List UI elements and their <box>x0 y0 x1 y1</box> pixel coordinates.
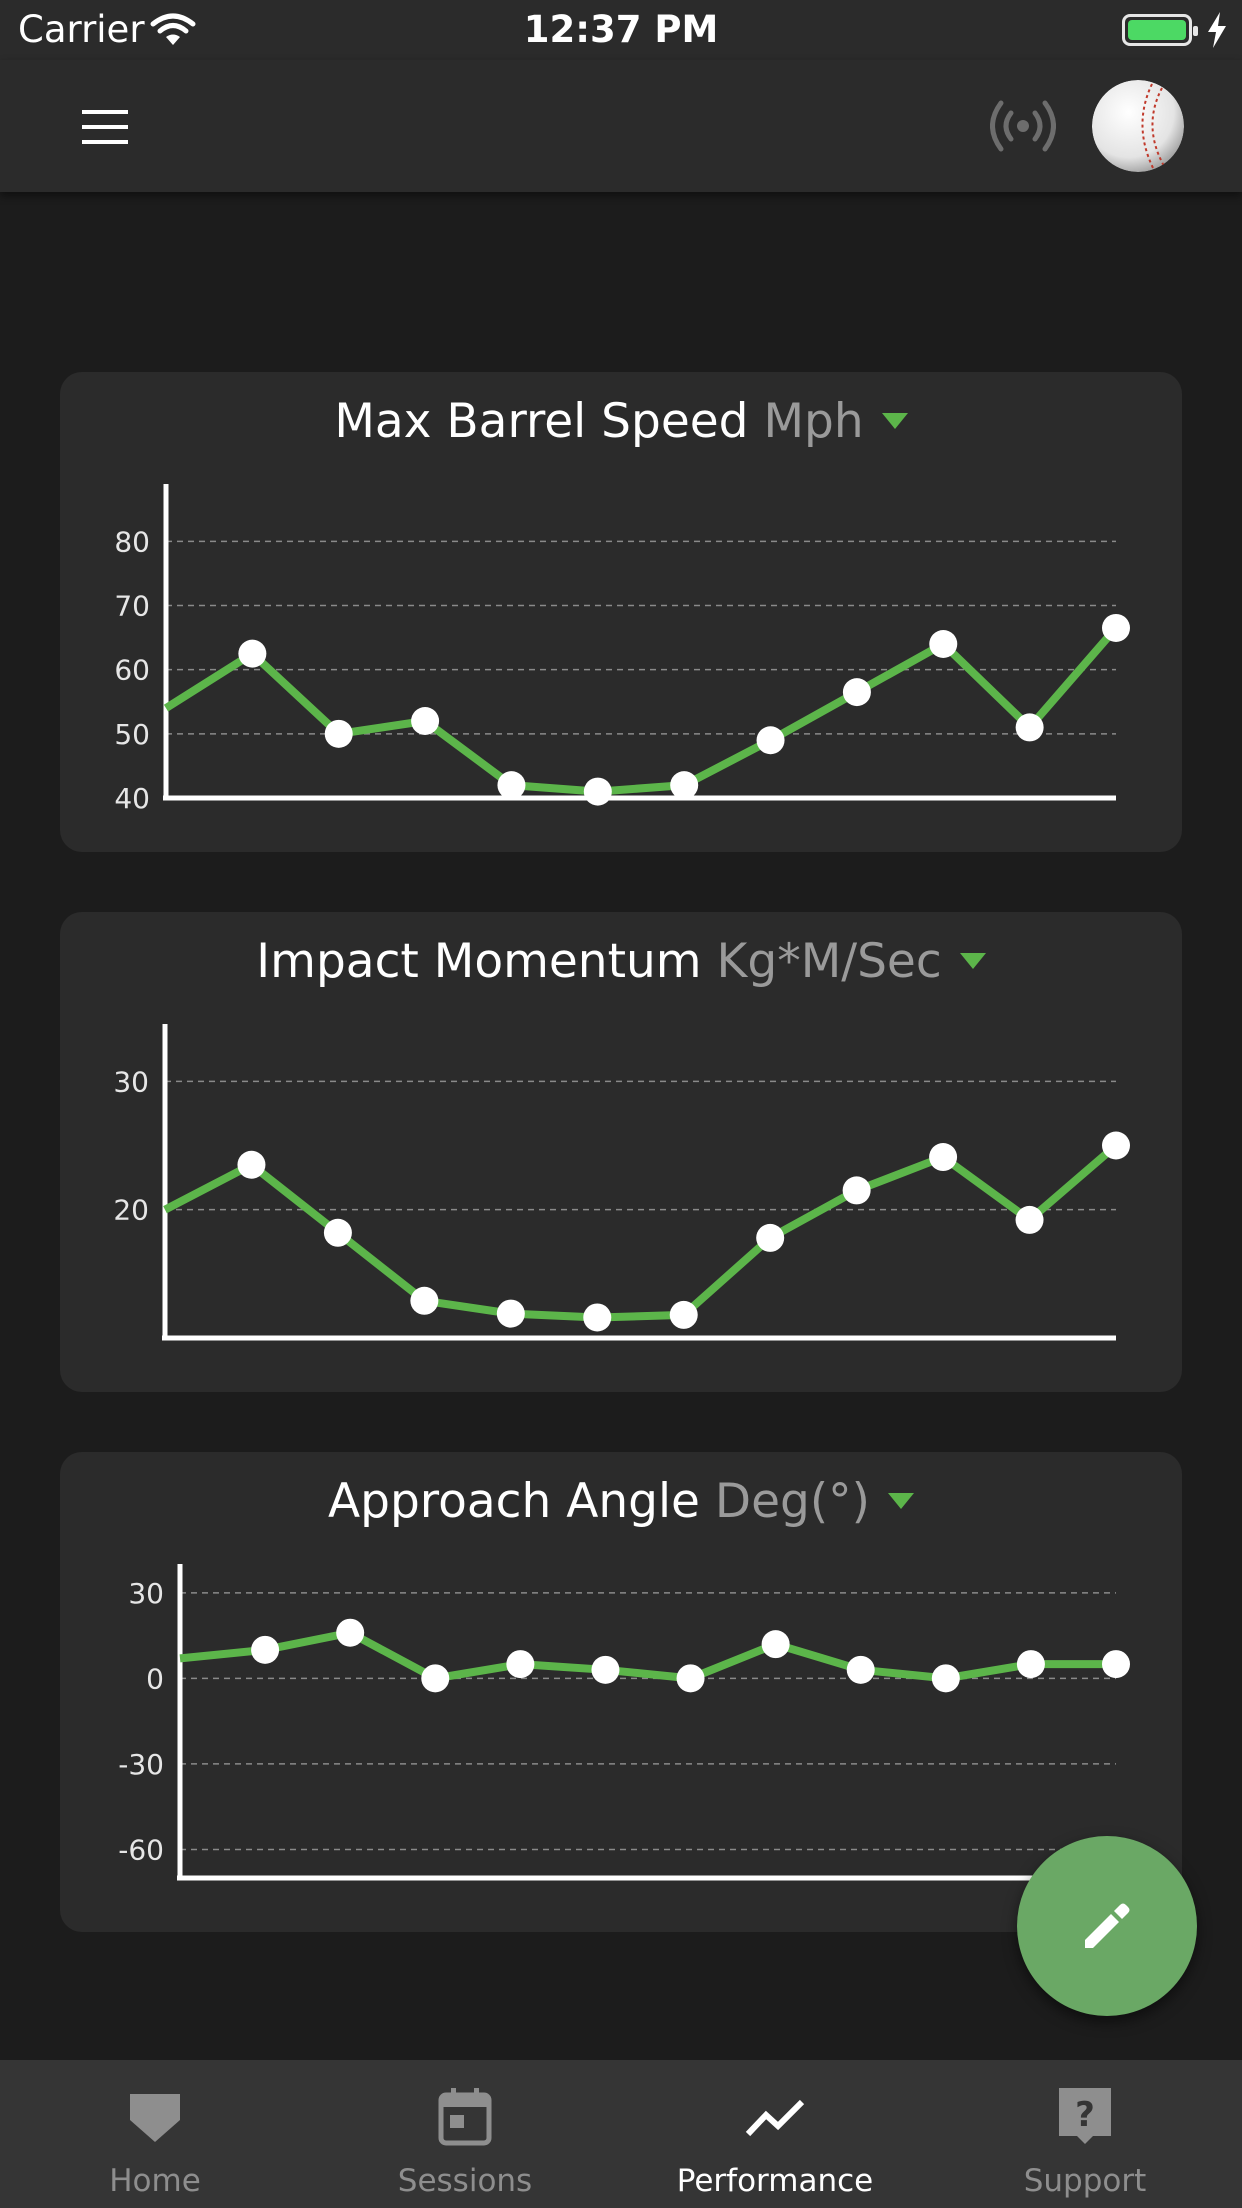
data-point <box>496 1299 525 1328</box>
y-tick-label: 30 <box>113 1065 149 1098</box>
data-point <box>336 1618 365 1647</box>
data-point <box>1016 1650 1045 1679</box>
data-point <box>761 1630 790 1659</box>
y-tick-label: -30 <box>118 1748 164 1781</box>
data-point <box>237 1150 266 1179</box>
data-point <box>323 1218 352 1247</box>
data-point <box>411 707 440 735</box>
clock: 12:37 PM <box>523 8 719 51</box>
data-point <box>929 1143 958 1172</box>
unit-dropdown-caret-icon[interactable] <box>959 952 986 969</box>
data-point <box>1015 1205 1044 1234</box>
data-point <box>929 630 958 658</box>
data-point <box>676 1664 705 1693</box>
y-tick-label: 80 <box>114 525 150 558</box>
data-point <box>251 1635 280 1664</box>
series-line <box>179 1628 1116 1683</box>
data-point <box>931 1664 960 1693</box>
avatar[interactable] <box>1092 80 1184 172</box>
edit-fab-button[interactable] <box>1017 1836 1197 2016</box>
series-line <box>163 1142 1119 1322</box>
data-point <box>591 1655 620 1684</box>
data-point <box>583 1303 612 1332</box>
charging-bolt-icon <box>1208 12 1226 48</box>
data-point <box>421 1664 450 1693</box>
nav-label: Performance <box>676 2163 874 2199</box>
data-point <box>506 1650 535 1679</box>
nav-label: Support <box>1023 2163 1147 2199</box>
chart-card-max-barrel-speed: Max Barrel Speed Mph 40 50 60 70 80 <box>60 372 1182 852</box>
menu-icon[interactable] <box>82 110 128 144</box>
status-bar: Carrier 12:37 PM <box>0 0 1242 60</box>
data-point <box>1102 1131 1130 1160</box>
chart-title-text: Max Barrel Speed <box>334 394 749 449</box>
wifi-icon <box>150 13 196 45</box>
help-icon: ? <box>1059 2088 1111 2144</box>
pencil-icon <box>1085 1903 1130 1948</box>
chart-title-max-barrel-speed[interactable]: Max Barrel Speed Mph <box>60 394 1182 449</box>
y-tick-label: 50 <box>114 718 150 751</box>
data-point <box>410 1286 439 1315</box>
chart-unit-label: Kg*M/Sec <box>716 934 942 989</box>
nav-item-home[interactable]: Home <box>0 2060 310 2208</box>
data-point <box>670 771 699 800</box>
y-tick-label: 20 <box>113 1194 149 1227</box>
chart-title-approach-angle[interactable]: Approach Angle Deg(°) <box>60 1474 1182 1529</box>
chart-unit-label: Mph <box>763 394 864 449</box>
data-point <box>1102 1650 1130 1679</box>
data-point <box>324 719 353 748</box>
data-point <box>842 678 871 707</box>
chart-title-impact-momentum[interactable]: Impact Momentum Kg*M/Sec <box>60 934 1182 989</box>
chart-title-text: Approach Angle <box>327 1474 700 1529</box>
y-tick-label: 60 <box>114 654 150 687</box>
data-point <box>756 1223 785 1252</box>
line-chart-approach-angle: 30 0 -30 -60 <box>118 1564 1130 1881</box>
data-point <box>238 639 267 668</box>
trend-line-icon <box>745 2099 805 2137</box>
nav-item-support[interactable]: ? Support <box>930 2060 1240 2208</box>
unit-dropdown-caret-icon[interactable] <box>881 412 908 429</box>
chart-title-text: Impact Momentum <box>256 934 702 989</box>
unit-dropdown-caret-icon[interactable] <box>888 1492 915 1509</box>
nav-label: Home <box>109 2163 201 2199</box>
data-point <box>842 1176 871 1205</box>
calendar-icon <box>438 2088 492 2146</box>
chart-unit-label: Deg(°) <box>714 1474 871 1529</box>
data-point <box>1015 713 1044 742</box>
svg-text:?: ? <box>1075 2095 1095 2135</box>
nav-item-sessions[interactable]: Sessions <box>310 2060 620 2208</box>
battery-icon <box>1122 14 1198 46</box>
y-tick-label: -60 <box>118 1833 164 1866</box>
carrier-label: Carrier <box>18 8 145 51</box>
line-chart-max-barrel-speed: 40 50 60 70 80 <box>114 484 1130 815</box>
y-tick-label: 70 <box>114 590 150 623</box>
chart-card-approach-angle: Approach Angle Deg(°) 30 0 -30 -60 <box>60 1452 1182 1932</box>
data-point <box>1102 613 1130 642</box>
nav-label: Sessions <box>397 2163 533 2199</box>
data-point <box>846 1655 875 1684</box>
bottom-navigation: Home Sessions Performance ? Support <box>0 2060 1242 2208</box>
y-tick-label: 30 <box>128 1577 164 1610</box>
data-point <box>669 1300 698 1329</box>
home-plate-icon <box>130 2094 180 2142</box>
series-line <box>163 625 1120 796</box>
nav-item-performance[interactable]: Performance <box>620 2060 930 2208</box>
y-tick-label: 40 <box>114 782 150 815</box>
data-point <box>583 777 612 806</box>
app-bar <box>0 60 1242 192</box>
broadcast-signal-icon[interactable] <box>990 96 1056 156</box>
y-tick-label: 0 <box>146 1662 164 1695</box>
data-point <box>497 771 526 800</box>
chart-card-impact-momentum: Impact Momentum Kg*M/Sec 20 30 <box>60 912 1182 1392</box>
data-point <box>756 726 785 755</box>
